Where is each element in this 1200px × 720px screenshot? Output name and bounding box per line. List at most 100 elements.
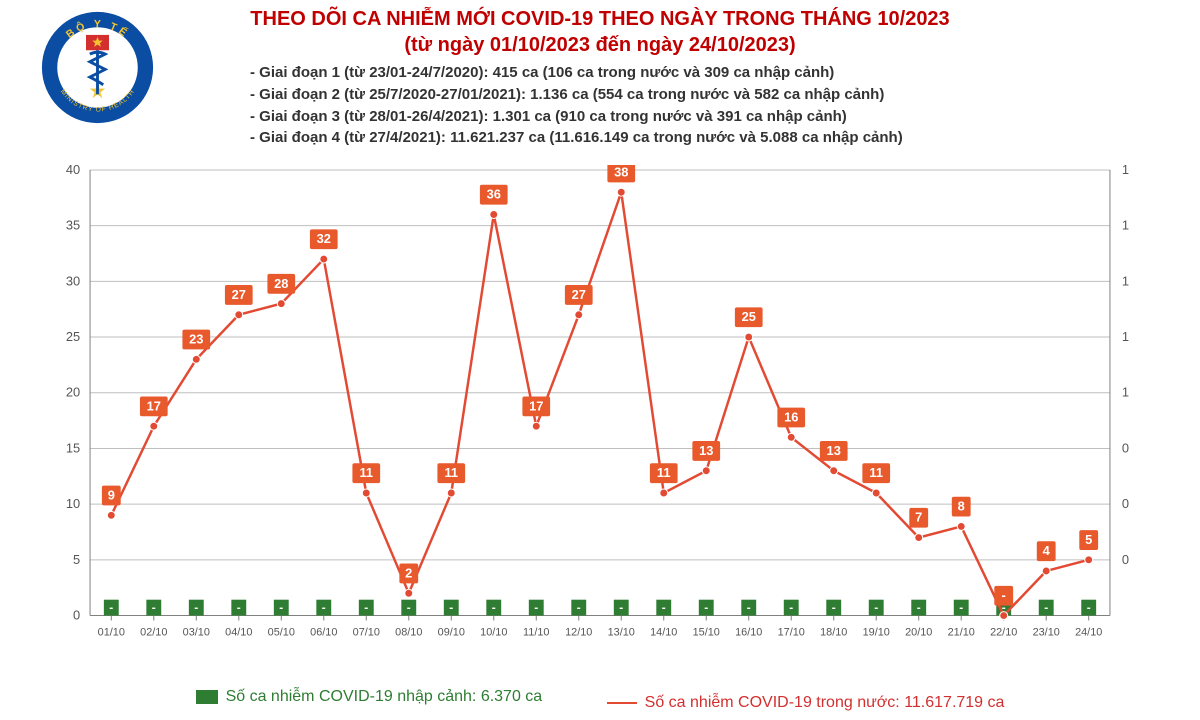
svg-text:-: - [704,601,708,615]
svg-text:27: 27 [572,287,586,302]
title-line-2: (từ ngày 01/10/2023 đến ngày 24/10/2023) [0,32,1200,58]
svg-text:-: - [662,601,666,615]
legend-domestic: Số ca nhiễm COVID-19 trong nước: 11.617.… [607,694,1005,712]
svg-text:17: 17 [147,398,161,413]
svg-text:40: 40 [66,165,80,177]
svg-text:13/10: 13/10 [608,626,635,638]
svg-text:5: 5 [73,552,80,567]
svg-text:1: 1 [1122,385,1129,400]
svg-text:06/10: 06/10 [310,626,337,638]
phase-1: - Giai đoạn 1 (từ 23/01-24/7/2020): 415 … [250,62,903,84]
svg-text:5: 5 [1085,532,1092,547]
svg-text:-: - [1044,601,1048,615]
svg-text:23/10: 23/10 [1033,626,1060,638]
phase-2: - Giai đoạn 2 (từ 25/7/2020-27/01/2021):… [250,84,903,106]
svg-text:16: 16 [784,409,798,424]
svg-text:1: 1 [1122,218,1129,233]
svg-text:02/10: 02/10 [140,626,167,638]
svg-text:03/10: 03/10 [183,626,210,638]
svg-text:0: 0 [1122,552,1129,567]
svg-text:20/10: 20/10 [905,626,932,638]
chart-svg: 05101520253035400001111101/1002/1003/100… [30,165,1170,670]
svg-text:28: 28 [274,276,288,291]
title-line-1: THEO DÕI CA NHIỄM MỚI COVID-19 THEO NGÀY… [0,6,1200,32]
svg-text:1: 1 [1122,329,1129,344]
svg-text:23: 23 [189,331,203,346]
svg-text:-: - [279,601,283,615]
svg-text:17/10: 17/10 [778,626,805,638]
svg-text:4: 4 [1043,543,1051,558]
svg-text:7: 7 [915,510,922,525]
svg-text:13: 13 [699,443,713,458]
svg-text:15/10: 15/10 [693,626,720,638]
svg-text:-: - [619,601,623,615]
svg-text:32: 32 [317,231,331,246]
svg-text:-: - [492,601,496,615]
svg-text:-: - [407,601,411,615]
svg-text:10/10: 10/10 [480,626,507,638]
svg-text:15: 15 [66,440,80,455]
svg-text:2: 2 [405,565,412,580]
legend-imported-label: Số ca nhiễm COVID-19 nhập cảnh: 6.370 ca [226,688,543,706]
svg-text:24/10: 24/10 [1075,626,1102,638]
legend-domestic-label: Số ca nhiễm COVID-19 trong nước: 11.617.… [645,694,1005,712]
svg-text:9: 9 [108,487,115,502]
svg-text:-: - [1002,588,1006,603]
svg-text:01/10: 01/10 [98,626,125,638]
svg-text:27: 27 [232,287,246,302]
svg-text:14/10: 14/10 [650,626,677,638]
svg-text:8: 8 [958,499,965,514]
svg-text:08/10: 08/10 [395,626,422,638]
legend-imported: Số ca nhiễm COVID-19 nhập cảnh: 6.370 ca [196,688,543,706]
svg-text:-: - [109,601,113,615]
svg-text:05/10: 05/10 [268,626,295,638]
svg-text:-: - [152,601,156,615]
chart: 05101520253035400001111101/1002/1003/100… [30,165,1170,670]
svg-text:20: 20 [66,385,80,400]
legend-domestic-swatch [607,702,637,704]
svg-text:1: 1 [1122,165,1129,177]
svg-text:07/10: 07/10 [353,626,380,638]
svg-text:17: 17 [529,398,543,413]
svg-text:-: - [1087,601,1091,615]
svg-text:35: 35 [66,218,80,233]
chart-title: THEO DÕI CA NHIỄM MỚI COVID-19 THEO NGÀY… [0,6,1200,58]
svg-text:11/10: 11/10 [523,626,549,638]
svg-text:16/10: 16/10 [735,626,762,638]
legend: Số ca nhiễm COVID-19 nhập cảnh: 6.370 ca… [0,688,1200,712]
svg-text:1: 1 [1122,273,1129,288]
svg-text:10: 10 [66,496,80,511]
phase-summary: - Giai đoạn 1 (từ 23/01-24/7/2020): 415 … [250,62,903,149]
svg-text:-: - [364,601,368,615]
svg-text:11: 11 [444,465,458,480]
svg-text:-: - [449,601,453,615]
svg-text:12/10: 12/10 [565,626,592,638]
svg-text:25: 25 [66,329,80,344]
svg-text:36: 36 [487,187,501,202]
svg-text:21/10: 21/10 [948,626,975,638]
svg-text:-: - [832,601,836,615]
svg-text:0: 0 [1122,496,1129,511]
svg-text:25: 25 [742,309,756,324]
svg-text:30: 30 [66,273,80,288]
svg-text:13: 13 [827,443,841,458]
svg-text:-: - [534,601,538,615]
svg-text:-: - [917,601,921,615]
svg-text:-: - [747,601,751,615]
svg-text:11: 11 [657,465,671,480]
svg-text:-: - [789,601,793,615]
svg-text:18/10: 18/10 [820,626,847,638]
svg-text:-: - [577,601,581,615]
svg-text:11: 11 [869,465,883,480]
svg-text:19/10: 19/10 [863,626,890,638]
svg-text:09/10: 09/10 [438,626,465,638]
svg-text:11: 11 [359,465,373,480]
svg-text:-: - [322,601,326,615]
svg-text:0: 0 [1122,440,1129,455]
svg-text:04/10: 04/10 [225,626,252,638]
svg-text:0: 0 [73,608,80,623]
svg-text:-: - [959,601,963,615]
legend-imported-swatch [196,690,218,704]
svg-text:-: - [237,601,241,615]
svg-text:22/10: 22/10 [990,626,1017,638]
